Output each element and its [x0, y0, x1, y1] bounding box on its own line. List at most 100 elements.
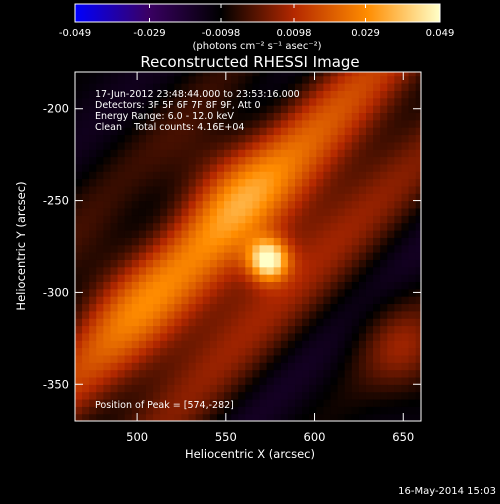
image-pixel [167, 252, 175, 260]
image-pixel [124, 97, 133, 106]
image-pixel [394, 72, 403, 77]
image-pixel [75, 340, 83, 349]
image-pixel [110, 105, 119, 114]
image-pixel [231, 288, 239, 297]
image-pixel [273, 72, 282, 77]
image-pixel [287, 325, 296, 334]
image-pixel [103, 310, 112, 319]
image-pixel [401, 200, 410, 209]
image-pixel [252, 141, 261, 150]
image-pixel [131, 303, 140, 312]
image-pixel [188, 310, 197, 319]
image-pixel [252, 303, 261, 312]
image-pixel [224, 105, 232, 114]
image-pixel [110, 266, 119, 275]
image-pixel [75, 266, 83, 275]
image-pixel [110, 90, 119, 99]
image-pixel [380, 156, 388, 165]
image-pixel [224, 119, 232, 128]
image-pixel [231, 229, 239, 238]
image-pixel [131, 97, 140, 106]
image-pixel [131, 237, 140, 246]
image-pixel [415, 156, 421, 165]
image-pixel [188, 244, 197, 253]
image-pixel [160, 274, 168, 282]
image-pixel [351, 149, 360, 158]
image-pixel [415, 207, 421, 216]
image-pixel [202, 391, 211, 400]
image-pixel [280, 354, 289, 363]
image-pixel [309, 200, 317, 209]
image-pixel [224, 222, 232, 231]
image-pixel [238, 127, 246, 136]
image-pixel [351, 178, 360, 187]
image-pixel [75, 325, 83, 334]
image-pixel [415, 244, 421, 253]
image-pixel [188, 252, 197, 260]
image-pixel [316, 340, 325, 349]
image-pixel [181, 376, 190, 385]
image-pixel [195, 127, 204, 136]
image-pixel [358, 391, 367, 400]
image-pixel [103, 318, 112, 327]
image-pixel [259, 369, 268, 378]
image-pixel [174, 296, 183, 305]
image-pixel [138, 362, 147, 371]
image-pixel [245, 112, 254, 121]
image-pixel [153, 252, 161, 260]
image-pixel [216, 237, 225, 246]
image-pixel [89, 163, 97, 172]
image-pixel [387, 281, 395, 290]
image-pixel [131, 354, 140, 363]
image-pixel [302, 163, 310, 172]
image-pixel [273, 237, 282, 246]
image-pixel [280, 237, 289, 246]
image-pixel [117, 215, 126, 224]
image-pixel [387, 193, 395, 202]
image-pixel [75, 185, 83, 194]
image-pixel [266, 178, 275, 187]
image-pixel [259, 340, 268, 349]
image-pixel [302, 259, 310, 268]
image-pixel [401, 149, 410, 158]
image-pixel [344, 163, 353, 172]
image-pixel [224, 362, 232, 371]
image-pixel [110, 252, 119, 260]
image-pixel [408, 340, 417, 349]
image-pixel [380, 259, 388, 268]
image-pixel [245, 318, 254, 327]
image-pixel [231, 347, 239, 356]
image-pixel [153, 237, 161, 246]
image-pixel [89, 310, 97, 319]
image-pixel [287, 332, 296, 341]
image-pixel [373, 134, 381, 143]
image-pixel [273, 112, 282, 121]
image-pixel [302, 105, 310, 114]
image-pixel [96, 207, 104, 216]
image-pixel [117, 259, 126, 268]
image-pixel [415, 376, 421, 385]
image-pixel [124, 259, 133, 268]
image-pixel [82, 90, 90, 99]
image-pixel [323, 244, 332, 253]
image-pixel [309, 222, 317, 231]
image-pixel [110, 281, 119, 290]
image-pixel [75, 90, 83, 99]
image-pixel [358, 398, 367, 407]
image-pixel [153, 178, 161, 187]
image-pixel [337, 303, 346, 312]
image-pixel [373, 229, 381, 238]
image-pixel [415, 398, 421, 407]
image-pixel [245, 127, 254, 136]
image-pixel [224, 149, 232, 158]
image-pixel [202, 325, 211, 334]
image-pixel [337, 259, 346, 268]
image-pixel [224, 178, 232, 187]
image-pixel [380, 149, 388, 158]
image-pixel [344, 347, 353, 356]
image-pixel [266, 303, 275, 312]
image-pixel [195, 259, 204, 268]
image-pixel [181, 332, 190, 341]
image-pixel [295, 281, 303, 290]
image-pixel [302, 127, 310, 136]
